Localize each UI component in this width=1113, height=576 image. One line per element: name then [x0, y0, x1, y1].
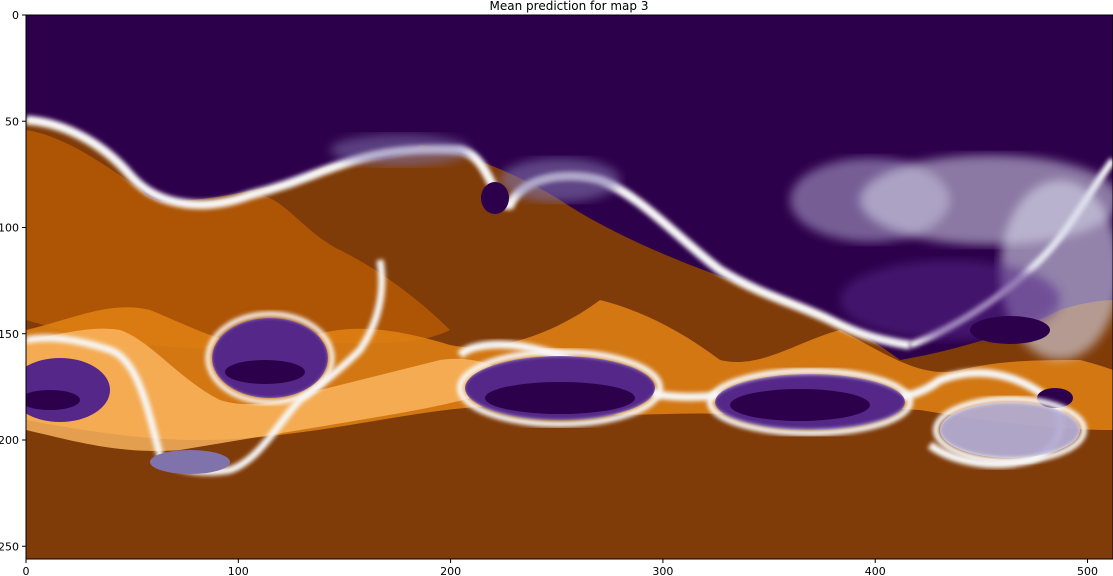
- heatmap-pocket-7: [481, 182, 509, 214]
- y-tick-label: 50: [5, 115, 19, 128]
- heatmap-lavender-patch-5: [330, 134, 470, 166]
- heatmap-pocket-6: [150, 450, 230, 474]
- heatmap-pocket-5: [26, 358, 110, 422]
- heatmap-pocket-5-core: [26, 390, 80, 410]
- heatmap-pocket-3-core: [730, 389, 870, 421]
- heatmap-pocket-4: [940, 402, 1080, 458]
- chart-title: Mean prediction for map 3: [490, 0, 649, 13]
- y-tick-label: 200: [0, 434, 19, 447]
- heatmap-rim-1: [205, 311, 335, 405]
- x-axis: 0 100 200 300 400 500: [23, 559, 1098, 576]
- heatmap-region-orange-a: [26, 130, 450, 349]
- x-tick-label: 300: [652, 565, 673, 576]
- y-tick-label: 250: [0, 540, 19, 553]
- heatmap-pocket-2-core: [485, 382, 635, 414]
- heatmap-pocket-1: [212, 318, 328, 398]
- x-tick-label: 100: [228, 565, 249, 576]
- y-tick-label: 150: [0, 328, 19, 341]
- y-tick-label: 0: [12, 9, 19, 22]
- y-axis: 0 50 100 150 200 250: [0, 9, 26, 553]
- y-tick-label: 100: [0, 222, 19, 235]
- x-tick-label: 0: [23, 565, 30, 576]
- plot-frame: [25, 14, 1113, 560]
- x-tick-label: 500: [1077, 565, 1098, 576]
- heatmap-ridge-main: [26, 115, 911, 350]
- x-tick-label: 200: [440, 565, 461, 576]
- heatmap-rim-4: [933, 396, 1087, 464]
- heatmap-pocket-1-core: [225, 360, 305, 384]
- heatmap-ridge-left: [26, 259, 386, 476]
- x-tick-label: 400: [865, 565, 886, 576]
- heatmap-image: [26, 15, 1113, 559]
- heatmap-lavender-patch-4: [500, 158, 620, 202]
- heatmap-rim-3: [707, 368, 913, 436]
- heatmap-pocket-8: [970, 316, 1050, 344]
- heatmap-rim-2: [457, 349, 663, 427]
